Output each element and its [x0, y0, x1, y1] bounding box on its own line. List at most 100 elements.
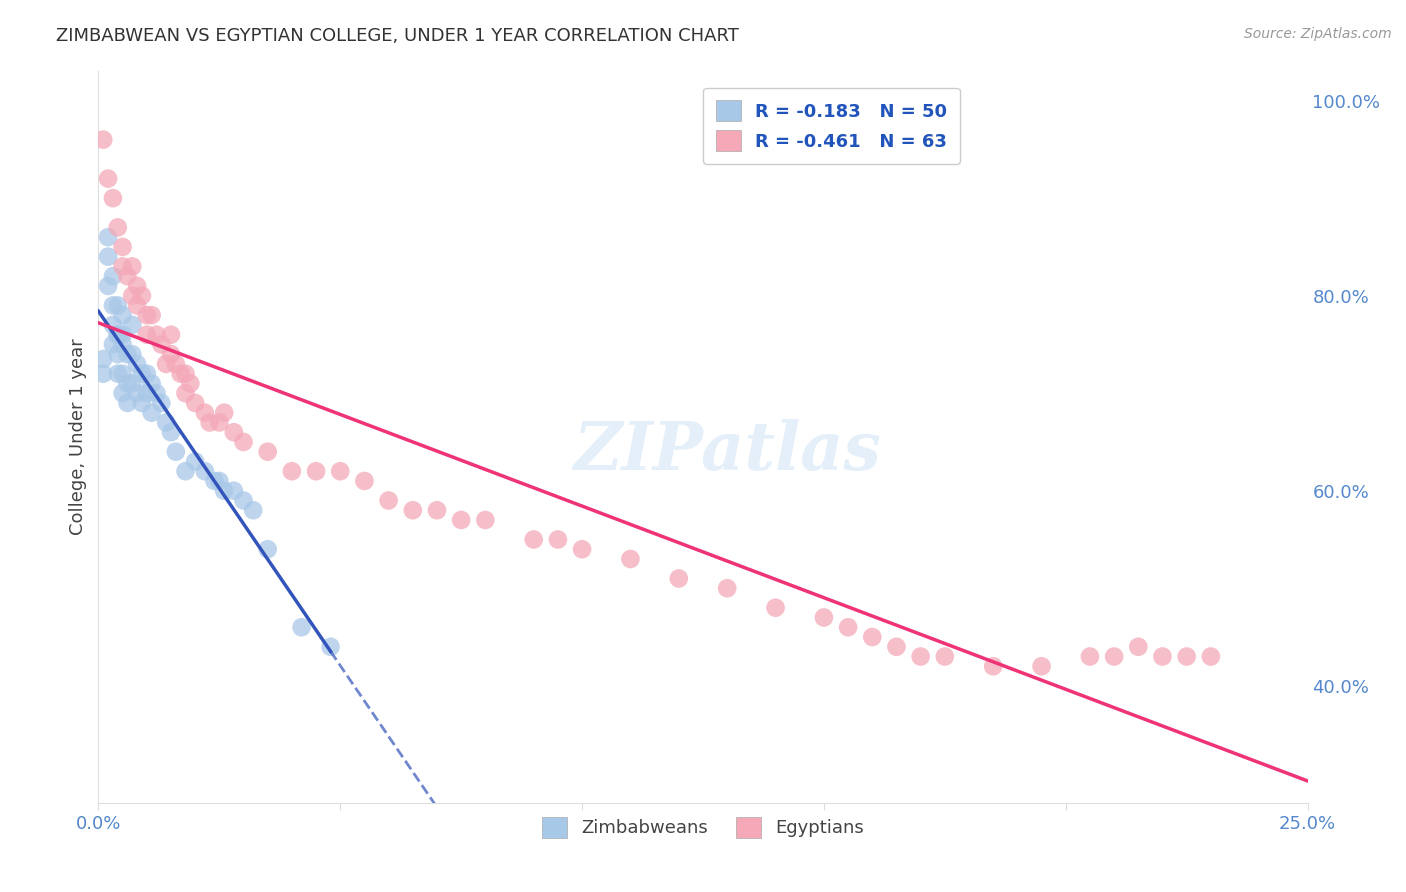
Point	[523, 533, 546, 547]
Point	[860, 630, 883, 644]
Point	[97, 279, 120, 293]
Point	[204, 474, 226, 488]
Point	[256, 444, 278, 458]
Point	[97, 250, 120, 264]
Point	[212, 406, 235, 420]
Point	[160, 425, 183, 440]
Point	[111, 367, 134, 381]
Point	[571, 542, 593, 557]
Point	[111, 260, 134, 274]
Point	[765, 600, 787, 615]
Point	[169, 367, 191, 381]
Point	[1031, 659, 1053, 673]
Point	[174, 386, 197, 401]
Point	[222, 483, 245, 498]
Point	[198, 416, 221, 430]
Point	[305, 464, 328, 478]
Point	[1199, 649, 1222, 664]
Point	[127, 298, 149, 312]
Point	[1128, 640, 1150, 654]
Y-axis label: College, Under 1 year: College, Under 1 year	[69, 339, 87, 535]
Point	[184, 396, 207, 410]
Point	[121, 376, 143, 391]
Point	[141, 406, 163, 420]
Point	[101, 337, 124, 351]
Point	[474, 513, 496, 527]
Point	[111, 327, 134, 342]
Point	[150, 396, 173, 410]
Point	[127, 386, 149, 401]
Point	[101, 269, 124, 284]
Point	[141, 308, 163, 322]
Point	[184, 454, 207, 468]
Point	[127, 357, 149, 371]
Point	[886, 640, 908, 654]
Point	[155, 416, 177, 430]
Point	[121, 260, 143, 274]
Point	[97, 171, 120, 186]
Point	[107, 327, 129, 342]
Point	[111, 308, 134, 322]
Point	[101, 318, 124, 332]
Legend: Zimbabweans, Egyptians: Zimbabweans, Egyptians	[534, 810, 872, 845]
Point	[242, 503, 264, 517]
Point	[716, 581, 738, 595]
Point	[107, 327, 129, 342]
Point	[145, 327, 167, 342]
Point	[208, 416, 231, 430]
Point	[194, 464, 217, 478]
Point	[117, 396, 139, 410]
Point	[165, 357, 187, 371]
Point	[101, 298, 124, 312]
Point	[910, 649, 932, 664]
Point	[174, 464, 197, 478]
Point	[91, 367, 114, 381]
Point	[150, 337, 173, 351]
Point	[174, 367, 197, 381]
Point	[117, 376, 139, 391]
Point	[668, 572, 690, 586]
Point	[329, 464, 352, 478]
Point	[813, 610, 835, 624]
Point	[155, 357, 177, 371]
Point	[127, 279, 149, 293]
Point	[121, 288, 143, 302]
Point	[232, 493, 254, 508]
Point	[107, 220, 129, 235]
Point	[222, 425, 245, 440]
Point	[145, 386, 167, 401]
Point	[131, 396, 153, 410]
Point	[107, 347, 129, 361]
Point	[837, 620, 859, 634]
Point	[281, 464, 304, 478]
Point	[1102, 649, 1125, 664]
Point	[131, 288, 153, 302]
Point	[212, 483, 235, 498]
Point	[135, 327, 157, 342]
Point	[91, 352, 114, 367]
Point	[160, 327, 183, 342]
Point	[256, 542, 278, 557]
Point	[121, 347, 143, 361]
Point	[117, 347, 139, 361]
Point	[91, 133, 114, 147]
Point	[160, 347, 183, 361]
Point	[208, 474, 231, 488]
Text: ZIPatlas: ZIPatlas	[574, 419, 882, 484]
Point	[194, 406, 217, 420]
Point	[619, 552, 641, 566]
Point	[135, 386, 157, 401]
Text: Source: ZipAtlas.com: Source: ZipAtlas.com	[1244, 27, 1392, 41]
Point	[934, 649, 956, 664]
Point	[165, 444, 187, 458]
Point	[97, 230, 120, 244]
Point	[450, 513, 472, 527]
Point	[1152, 649, 1174, 664]
Point	[121, 318, 143, 332]
Point	[179, 376, 201, 391]
Point	[1175, 649, 1198, 664]
Point	[1078, 649, 1101, 664]
Point	[135, 308, 157, 322]
Text: ZIMBABWEAN VS EGYPTIAN COLLEGE, UNDER 1 YEAR CORRELATION CHART: ZIMBABWEAN VS EGYPTIAN COLLEGE, UNDER 1 …	[56, 27, 740, 45]
Point	[353, 474, 375, 488]
